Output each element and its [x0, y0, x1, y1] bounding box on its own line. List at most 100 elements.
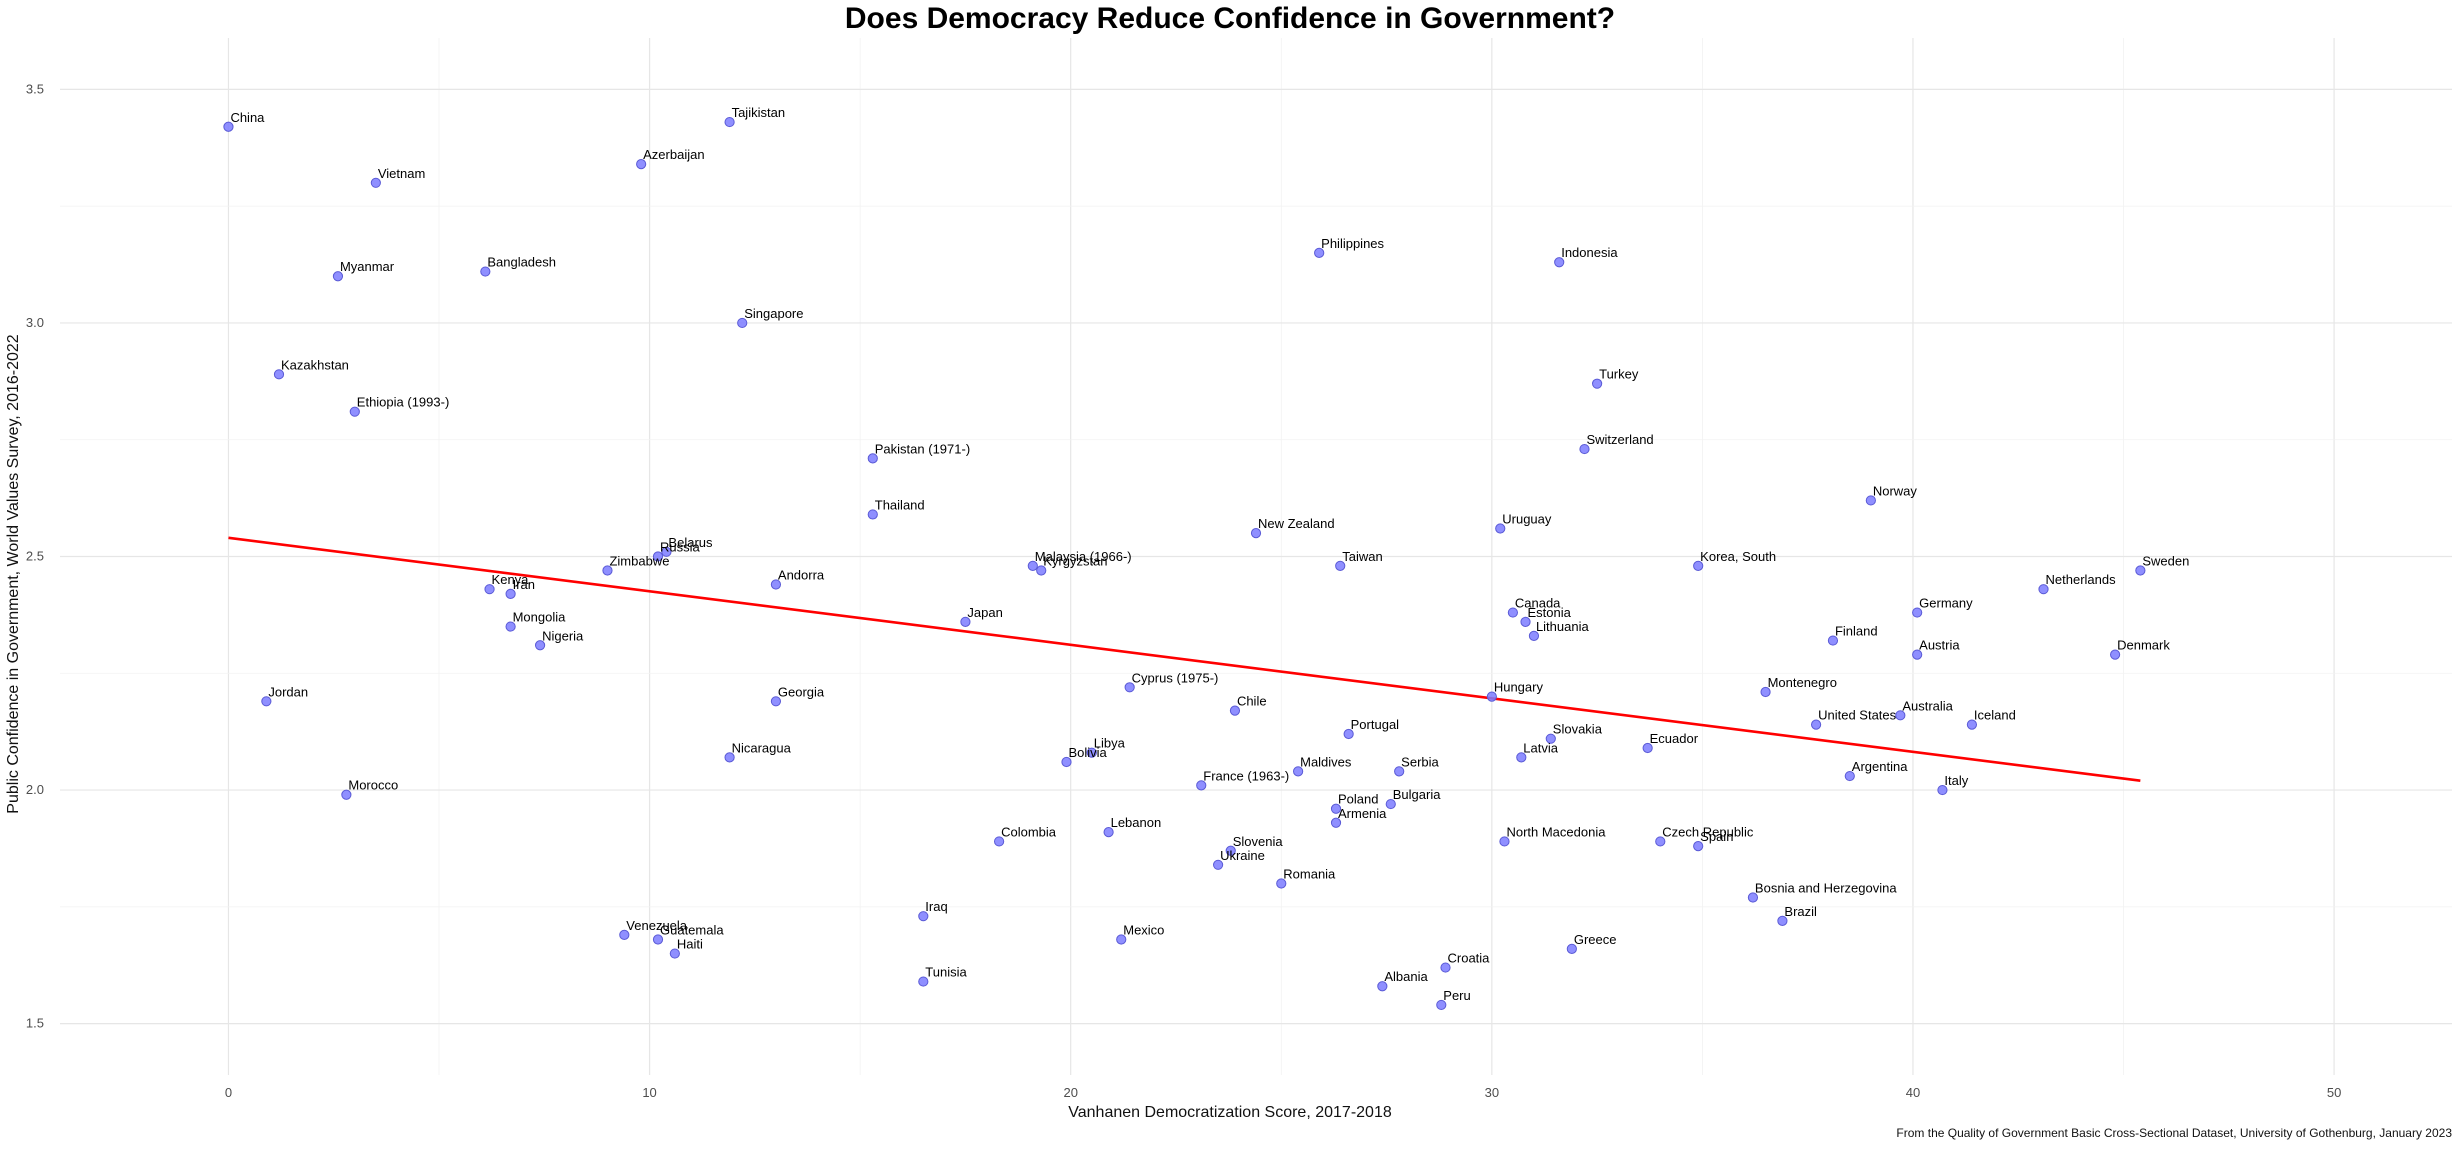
data-point	[1966, 719, 1978, 730]
x-tick-label: 20	[1063, 1085, 1077, 1100]
data-point	[1760, 686, 1771, 698]
point-label: Azerbaijan	[643, 147, 704, 162]
point-label: Tunisia	[925, 965, 967, 980]
data-point	[867, 509, 878, 520]
point-label: Georgia	[778, 684, 825, 699]
data-point	[1693, 560, 1704, 571]
point-label: Kazakhstan	[281, 357, 349, 372]
data-point	[602, 565, 613, 576]
point-label: Zimbabwe	[609, 554, 669, 569]
point-label: Switzerland	[1586, 432, 1653, 447]
point-label: Andorra	[778, 568, 825, 583]
point-label: Jordan	[268, 684, 308, 699]
point-label: Kyrgyzstan	[1043, 554, 1107, 569]
point-label: Nigeria	[542, 628, 584, 643]
point-label: Bosnia and Herzegovina	[1755, 880, 1897, 895]
point-label: Singapore	[744, 306, 803, 321]
data-point	[1314, 247, 1325, 258]
y-tick-label: 2.5	[26, 549, 44, 564]
point-label: Ukraine	[1220, 848, 1265, 863]
point-label: Ecuador	[1650, 731, 1699, 746]
data-point	[1385, 798, 1396, 810]
data-point	[867, 453, 878, 464]
point-label: Pakistan (1971-)	[875, 441, 970, 456]
point-label: Italy	[1944, 773, 1968, 788]
data-point	[724, 116, 735, 128]
point-label: Armenia	[1338, 806, 1387, 821]
data-point	[1844, 770, 1855, 782]
point-label: Brazil	[1784, 904, 1817, 919]
point-label: Serbia	[1401, 754, 1439, 769]
point-label: Haiti	[677, 937, 703, 952]
point-label: Venezuela	[626, 918, 687, 933]
data-point	[1912, 607, 1923, 618]
point-label: Slovakia	[1553, 722, 1603, 737]
chart-title: Does Democracy Reduce Confidence in Gove…	[844, 2, 1616, 35]
data-point	[918, 911, 929, 922]
data-point	[1642, 742, 1653, 754]
point-label: Ethiopia (1993-)	[357, 395, 450, 410]
point-label: Mexico	[1123, 923, 1164, 938]
point-label: Croatia	[1448, 951, 1491, 966]
point-label: North Macedonia	[1506, 824, 1606, 839]
data-point	[1276, 878, 1287, 889]
data-point	[534, 640, 546, 651]
data-point	[1495, 523, 1506, 534]
point-label: Belarus	[668, 535, 713, 550]
data-point	[1036, 565, 1047, 576]
point-label: Sweden	[2142, 554, 2189, 569]
data-point	[652, 551, 664, 562]
point-label: Argentina	[1852, 759, 1908, 774]
point-label: Greece	[1574, 932, 1617, 947]
data-point	[1212, 859, 1224, 870]
point-label: Iran	[513, 577, 535, 592]
data-point	[1293, 766, 1304, 777]
point-label: Germany	[1919, 596, 1973, 611]
y-axis-ticks: 1.5 2.0 2.5 3.0 3.5	[26, 81, 44, 1030]
data-point	[261, 696, 272, 707]
point-label: Turkey	[1599, 367, 1639, 382]
data-point	[273, 369, 285, 380]
point-label: Bulgaria	[1393, 787, 1441, 802]
data-point	[918, 976, 929, 987]
point-label: Colombia	[1001, 824, 1057, 839]
point-label: Austria	[1919, 638, 1960, 653]
y-tick-label: 3.0	[26, 315, 44, 330]
point-label: France (1963-)	[1203, 768, 1289, 783]
point-label: Indonesia	[1561, 245, 1618, 260]
data-point	[1507, 607, 1518, 618]
data-point	[1912, 649, 1923, 660]
point-label: Chile	[1237, 694, 1267, 709]
data-point	[1103, 826, 1114, 838]
data-point	[724, 752, 735, 763]
point-label: Canada	[1515, 596, 1561, 611]
data-point	[1554, 257, 1565, 268]
data-point	[1827, 635, 1839, 646]
point-label: New Zealand	[1258, 516, 1335, 531]
data-point	[960, 616, 971, 627]
x-tick-label: 0	[225, 1085, 232, 1100]
y-tick-label: 2.0	[26, 782, 44, 797]
point-label: Montenegro	[1768, 675, 1837, 690]
data-point	[669, 948, 680, 959]
data-point	[2135, 565, 2146, 576]
point-label: Thailand	[875, 497, 925, 512]
data-point	[1436, 999, 1447, 1011]
data-point	[770, 579, 782, 590]
point-label: Malaysia (1966-)	[1035, 549, 1132, 564]
data-point	[652, 934, 664, 945]
y-axis-label: Public Confidence in Government, World V…	[5, 334, 22, 814]
grid	[60, 38, 2452, 1075]
point-label: Vietnam	[378, 166, 425, 181]
point-label: Maldives	[1300, 754, 1352, 769]
point-label: Romania	[1283, 866, 1336, 881]
data-point	[1937, 784, 1948, 796]
data-point	[1335, 560, 1346, 571]
data-point	[1777, 915, 1788, 926]
point-label: Iceland	[1974, 708, 2016, 723]
point-label: Morocco	[348, 778, 398, 793]
point-label: Philippines	[1321, 236, 1384, 251]
point-label: Nicaragua	[732, 740, 792, 755]
data-point	[994, 836, 1005, 847]
